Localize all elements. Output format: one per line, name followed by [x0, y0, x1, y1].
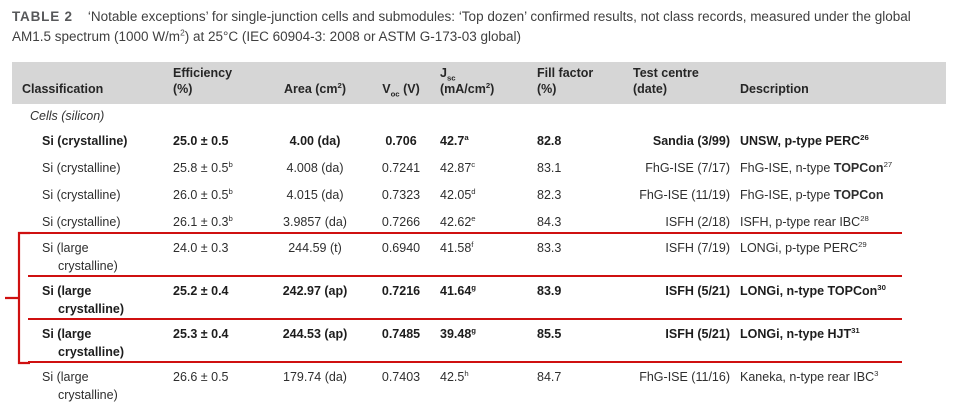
cell-classification: Si (crystalline) — [42, 133, 128, 148]
header-voc: Voc (V) — [382, 82, 420, 99]
cell-test-centre: ISFH (5/21) — [665, 327, 730, 341]
cell-area: 4.00 (da) — [289, 133, 341, 148]
cell-fill-factor: 85.5 — [537, 327, 562, 341]
cell-fill-factor: 82.3 — [537, 187, 562, 202]
header-classification: Classification — [22, 82, 104, 96]
cell-description: FhG-ISE, n-type TOPCon27 — [740, 159, 893, 175]
cell-efficiency: 26.0 ± 0.5b — [173, 186, 233, 202]
cell-fill-factor: 82.8 — [537, 133, 562, 148]
table-caption-text: ‘Notable exceptions’ for single-junction… — [12, 9, 911, 44]
cell-area: 3.9857 (da) — [283, 214, 347, 229]
table-row: Si (crystalline) 25.8 ± 0.5b 4.008 (da) … — [12, 154, 946, 181]
table-row: Si (large crystalline) 25.3 ± 0.4 244.53… — [12, 321, 946, 364]
cell-area: 4.015 (da) — [286, 187, 344, 202]
cell-efficiency: 25.0 ± 0.5 — [173, 133, 229, 148]
cell-area: 244.59 (t) — [288, 241, 342, 255]
cell-efficiency: 25.3 ± 0.4 — [173, 327, 229, 341]
cell-jsc: 42.62e — [440, 213, 476, 229]
results-table: Classification Efficiency (%) Area (cm2) … — [12, 62, 946, 407]
cell-fill-factor: 83.9 — [537, 284, 562, 298]
cell-classification: Si (large crystalline) — [42, 327, 125, 359]
cell-test-centre: FhG-ISE (7/17) — [645, 160, 730, 175]
header-description: Description — [740, 82, 809, 96]
table-body: Si (crystalline) 25.0 ± 0.5 4.00 (da) 0.… — [12, 127, 946, 407]
header-area: Area (cm2) — [284, 80, 346, 96]
table-caption: TABLE 2 ‘Notable exceptions’ for single-j… — [12, 7, 948, 46]
cell-jsc: 42.05d — [440, 186, 476, 202]
cell-jsc: 41.64g — [440, 282, 477, 298]
cell-description: LONGi, n-type TOPCon30 — [740, 282, 886, 298]
cell-voc: 0.7323 — [381, 187, 421, 202]
cell-area: 244.53 (ap) — [282, 327, 348, 341]
cell-test-centre: ISFH (2/18) — [665, 214, 730, 229]
cell-fill-factor: 84.3 — [537, 214, 562, 229]
cell-voc: 0.706 — [385, 133, 417, 148]
cell-voc: 0.6940 — [381, 241, 421, 255]
table-row: Si (large crystalline) 26.6 ± 0.5 179.74… — [12, 364, 946, 407]
cell-test-centre: ISFH (5/21) — [665, 284, 730, 298]
header-efficiency: Efficiency (%) — [173, 66, 233, 96]
cell-fill-factor: 83.3 — [537, 241, 562, 255]
cell-efficiency: 26.6 ± 0.5 — [173, 370, 229, 384]
cell-efficiency: 25.8 ± 0.5b — [173, 159, 233, 175]
cell-jsc: 41.58f — [440, 239, 474, 255]
header-test-centre: Test centre (date) — [633, 66, 699, 96]
table-row: Si (large crystalline) 24.0 ± 0.3 244.59… — [12, 235, 946, 278]
header-jsc: Jsc (mA/cm2) — [440, 66, 495, 96]
cell-area: 179.74 (da) — [283, 370, 347, 384]
cell-voc: 0.7241 — [381, 160, 421, 175]
cell-voc: 0.7403 — [381, 370, 421, 384]
cell-jsc: 42.7a — [440, 132, 469, 148]
cell-classification: Si (crystalline) — [42, 187, 121, 202]
cell-description: Kaneka, n-type rear IBC3 — [740, 368, 879, 384]
cell-jsc: 39.48g — [440, 325, 477, 341]
cell-classification: Si (crystalline) — [42, 160, 121, 175]
cell-jsc: 42.87c — [440, 159, 476, 175]
table-row: Si (crystalline) 26.0 ± 0.5b 4.015 (da) … — [12, 181, 946, 208]
cell-voc: 0.7216 — [381, 284, 421, 298]
cell-efficiency: 24.0 ± 0.3 — [173, 241, 229, 255]
cell-jsc: 42.5h — [440, 368, 469, 384]
cell-test-centre: FhG-ISE (11/16) — [639, 370, 730, 384]
cell-voc: 0.7485 — [381, 327, 421, 341]
cell-description: UNSW, p-type PERC26 — [740, 132, 869, 148]
cell-classification: Si (large crystalline) — [42, 284, 125, 316]
cell-efficiency: 25.2 ± 0.4 — [173, 284, 229, 298]
table-label: TABLE 2 — [12, 9, 73, 24]
cell-description: LONGi, p-type PERC29 — [740, 239, 867, 255]
table-row: Si (large crystalline) 25.2 ± 0.4 242.97… — [12, 278, 946, 321]
cell-efficiency: 26.1 ± 0.3b — [173, 213, 233, 229]
table-row: Si (crystalline) 26.1 ± 0.3b 3.9857 (da)… — [12, 208, 946, 235]
cell-area: 242.97 (ap) — [282, 284, 348, 298]
section-label: Cells (silicon) — [30, 108, 105, 123]
table-header-row: Classification Efficiency (%) Area (cm2) … — [12, 62, 946, 104]
cell-description: FhG-ISE, p-type TOPCon — [740, 187, 884, 202]
cell-fill-factor: 83.1 — [537, 160, 562, 175]
cell-test-centre: FhG-ISE (11/19) — [639, 187, 730, 202]
cell-test-centre: Sandia (3/99) — [652, 133, 730, 148]
cell-classification: Si (large crystalline) — [42, 370, 118, 402]
cell-fill-factor: 84.7 — [537, 370, 562, 384]
cell-voc: 0.7266 — [381, 214, 421, 229]
cell-classification: Si (large crystalline) — [42, 241, 118, 273]
cell-description: ISFH, p-type rear IBC28 — [740, 213, 869, 229]
cell-classification: Si (crystalline) — [42, 214, 121, 229]
cell-test-centre: ISFH (7/19) — [665, 241, 730, 255]
header-fill-factor: Fill factor (%) — [537, 66, 594, 96]
table-row: Si (crystalline) 25.0 ± 0.5 4.00 (da) 0.… — [12, 127, 946, 154]
cell-description: LONGi, n-type HJT31 — [740, 325, 860, 341]
cell-area: 4.008 (da) — [286, 160, 344, 175]
